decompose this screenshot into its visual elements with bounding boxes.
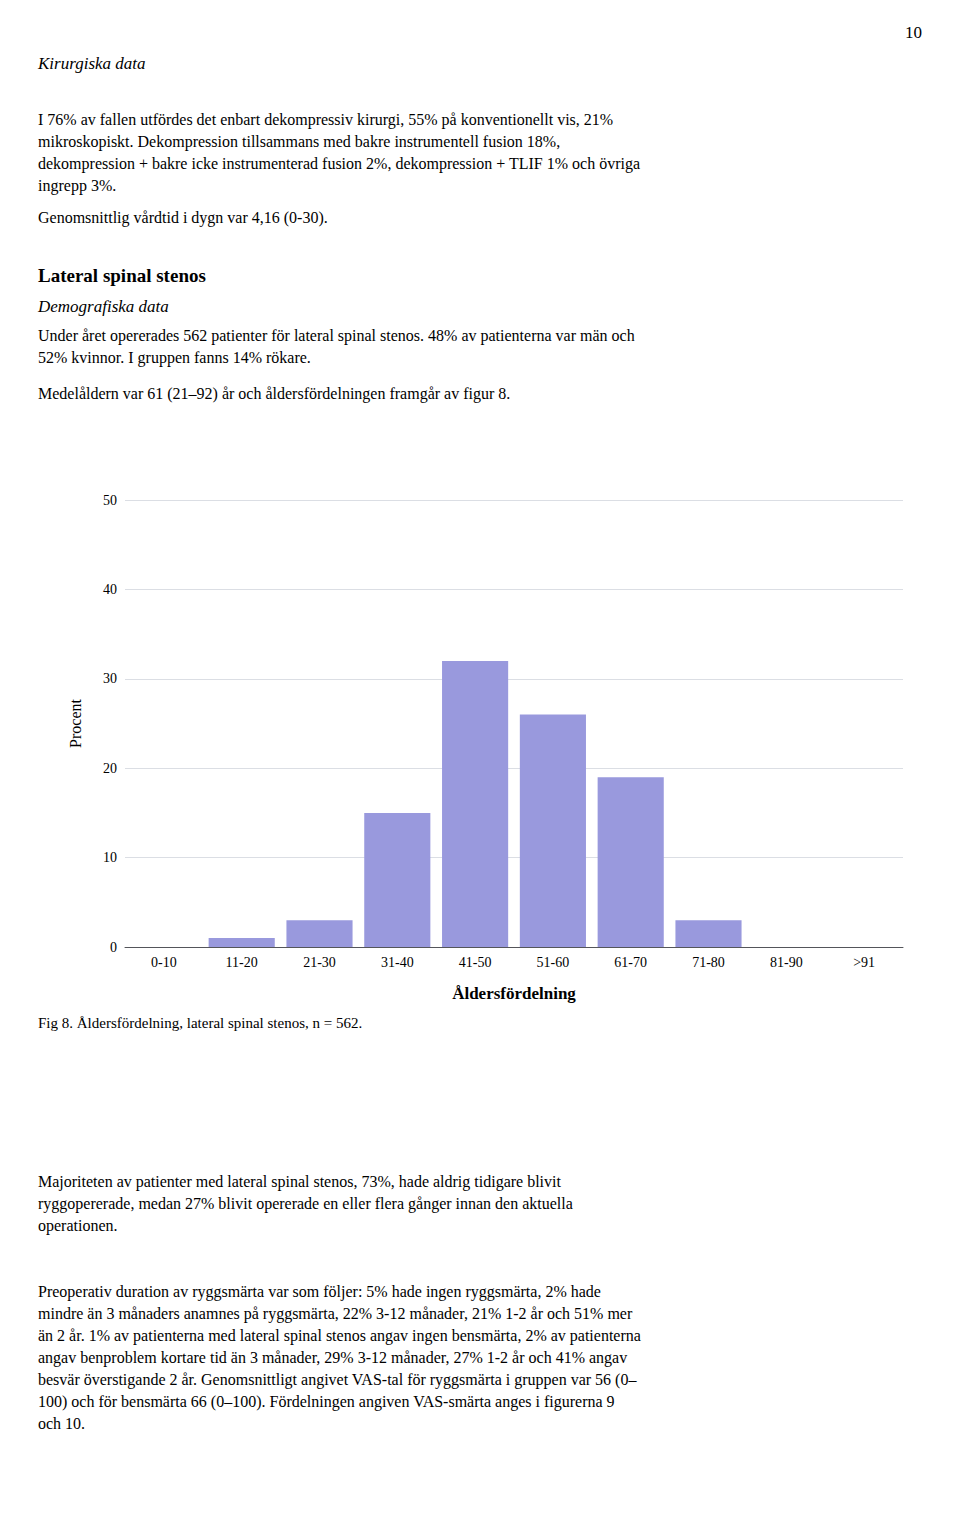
- svg-text:10: 10: [905, 23, 922, 42]
- svg-text:Medelåldern var 61 (21–92) år: Medelåldern var 61 (21–92) år och ålders…: [38, 385, 510, 403]
- svg-text:Genomsnittlig vårdtid i dygn v: Genomsnittlig vårdtid i dygn var 4,16 (0…: [38, 209, 328, 227]
- svg-text:50: 50: [103, 493, 117, 508]
- svg-text:0: 0: [110, 940, 117, 955]
- svg-text:Lateral spinal stenos: Lateral spinal stenos: [38, 265, 206, 286]
- svg-text:operationen.: operationen.: [38, 1217, 118, 1235]
- svg-text:52% kvinnor. I gruppen fanns 1: 52% kvinnor. I gruppen fanns 14% rökare.: [38, 349, 311, 367]
- svg-text:I 76% av fallen utfördes det e: I 76% av fallen utfördes det enbart deko…: [38, 111, 613, 129]
- svg-text:besvär överstigande 2 år. Geno: besvär överstigande 2 år. Genomsnittligt…: [38, 1371, 637, 1389]
- svg-text:30: 30: [103, 671, 117, 686]
- svg-text:41-50: 41-50: [459, 955, 492, 970]
- svg-text:>91: >91: [853, 955, 875, 970]
- svg-text:mikroskopiskt. Dekompression t: mikroskopiskt. Dekompression tillsammans…: [38, 133, 560, 151]
- svg-text:20: 20: [103, 761, 117, 776]
- svg-text:mindre än 3 månaders anamnes p: mindre än 3 månaders anamnes på ryggsmär…: [38, 1305, 633, 1323]
- svg-text:dekompression + bakre icke ins: dekompression + bakre icke instrumentera…: [38, 155, 640, 173]
- svg-text:än 2 år. 1% av patienterna med: än 2 år. 1% av patienterna med lateral s…: [38, 1327, 641, 1345]
- svg-text:0-10: 0-10: [151, 955, 177, 970]
- svg-text:100) och för bensmärta 66 (0–1: 100) och för bensmärta 66 (0–100). Förde…: [38, 1393, 615, 1411]
- svg-text:ryggopererade, medan 27% blivi: ryggopererade, medan 27% blivit opererad…: [38, 1195, 573, 1213]
- svg-text:och 10.: och 10.: [38, 1415, 85, 1432]
- svg-text:Majoriteten av patienter med l: Majoriteten av patienter med lateral spi…: [38, 1173, 562, 1191]
- svg-text:Procent: Procent: [67, 699, 84, 748]
- svg-text:10: 10: [103, 850, 117, 865]
- svg-text:Åldersfördelning: Åldersfördelning: [452, 984, 576, 1003]
- svg-text:Fig 8. Åldersfördelning, later: Fig 8. Åldersfördelning, lateral spinal …: [38, 1015, 362, 1031]
- svg-text:Demografiska data: Demografiska data: [37, 297, 169, 316]
- svg-text:21-30: 21-30: [303, 955, 336, 970]
- svg-text:81-90: 81-90: [770, 955, 803, 970]
- svg-text:Under året opererades 562 pati: Under året opererades 562 patienter för …: [38, 327, 635, 345]
- svg-text:40: 40: [103, 582, 117, 597]
- svg-text:51-60: 51-60: [537, 955, 570, 970]
- svg-text:Preoperativ duration av ryggsm: Preoperativ duration av ryggsmärta var s…: [38, 1283, 601, 1301]
- svg-text:ingrepp 3%.: ingrepp 3%.: [38, 177, 116, 195]
- svg-text:61-70: 61-70: [614, 955, 647, 970]
- svg-text:Kirurgiska data: Kirurgiska data: [37, 54, 146, 73]
- svg-text:angav benproblem kortare tid ä: angav benproblem kortare tid än 3 månade…: [38, 1349, 627, 1367]
- svg-text:11-20: 11-20: [226, 955, 258, 970]
- svg-text:31-40: 31-40: [381, 955, 414, 970]
- svg-text:71-80: 71-80: [692, 955, 725, 970]
